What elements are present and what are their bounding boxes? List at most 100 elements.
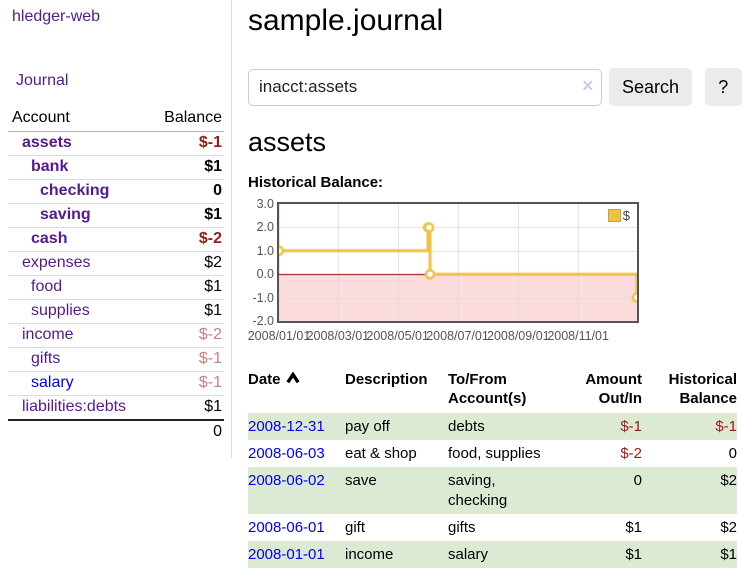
table-row: 2008-01-01 income salary $1 $1 <box>248 541 737 568</box>
transaction-description: eat & shop <box>345 445 417 462</box>
account-heading: assets <box>248 127 327 157</box>
transaction-amount: 0 <box>569 467 642 514</box>
account-row: assets $-1 <box>8 132 224 156</box>
accounts-total-row: 0 <box>8 419 224 444</box>
clear-search-icon[interactable]: × <box>582 75 594 97</box>
x-tick-label: 2008/09/01 <box>487 329 550 343</box>
search-box: × <box>248 68 603 106</box>
account-link-saving[interactable]: saving <box>40 206 91 223</box>
column-header-date[interactable]: Date <box>248 368 345 413</box>
transactions-table: Date Description To/From Account(s) Amou… <box>248 368 737 568</box>
account-row: salary $-1 <box>8 371 224 396</box>
transaction-accounts: food, supplies <box>448 445 541 462</box>
transaction-balance: 0 <box>728 445 737 462</box>
transaction-date-link[interactable]: 2008-06-01 <box>248 519 325 536</box>
account-balance: $-1 <box>198 134 222 151</box>
transactions-header-row: Date Description To/From Account(s) Amou… <box>248 368 737 413</box>
x-tick-label: 2008/03/01 <box>306 329 370 343</box>
transaction-amount: $1 <box>569 541 642 568</box>
accounts-header-account: Account <box>8 107 149 132</box>
transaction-amount: $1 <box>625 519 642 536</box>
account-balance: $-2 <box>148 227 224 252</box>
transaction-balance: $1 <box>642 541 737 568</box>
y-tick-label: 3.0 <box>256 197 274 211</box>
column-header-tofrom-accounts: To/From Account(s) <box>448 371 527 407</box>
transaction-accounts: debts <box>448 413 569 440</box>
sidebar: hledger-web Journal Account Balance asse… <box>0 0 232 458</box>
account-row: liabilities:debts $1 <box>8 395 224 420</box>
table-row: 2008-06-01 gift gifts $1 $2 <box>248 514 737 541</box>
accounts-header-row: Account Balance <box>8 107 224 132</box>
transaction-balance: $2 <box>720 519 737 536</box>
search-button[interactable]: Search <box>609 68 692 106</box>
account-link-checking[interactable]: checking <box>40 182 110 199</box>
chart-canvas <box>279 204 637 321</box>
legend-swatch-icon <box>607 209 621 222</box>
account-row: saving $1 <box>8 203 224 228</box>
transaction-balance: $2 <box>642 467 737 514</box>
account-link-food[interactable]: food <box>31 278 63 295</box>
app-brand-link[interactable]: hledger-web <box>12 8 101 25</box>
column-header-historical-balance: Historical Balance <box>668 371 737 407</box>
account-row: checking 0 <box>8 179 224 204</box>
account-balance: $-2 <box>148 323 224 348</box>
account-balance: $1 <box>148 203 224 228</box>
x-tick-label: 2008/05/01 <box>366 329 429 343</box>
account-balance: $-1 <box>148 347 224 372</box>
accounts-total-value: 0 <box>148 419 224 444</box>
accounts-table: Account Balance assets $-1 bank $1 check… <box>8 107 224 444</box>
account-link-expenses[interactable]: expenses <box>22 254 91 271</box>
account-link-supplies[interactable]: supplies <box>31 302 90 319</box>
account-link-gifts[interactable]: gifts <box>31 350 61 367</box>
column-header-description: Description <box>345 371 428 388</box>
transaction-balance: $-1 <box>642 413 737 440</box>
transaction-date-link[interactable]: 2008-01-01 <box>248 546 325 563</box>
account-balance: $1 <box>148 395 224 420</box>
account-balance: $2 <box>148 251 224 276</box>
account-link-bank[interactable]: bank <box>31 158 69 175</box>
transaction-date-link[interactable]: 2008-06-03 <box>248 445 325 462</box>
table-row: 2008-06-03 eat & shop food, supplies $-2… <box>248 440 737 467</box>
transaction-date-link[interactable]: 2008-06-02 <box>248 472 325 489</box>
account-row: supplies $1 <box>8 299 224 324</box>
page-title: sample.journal <box>248 4 444 37</box>
transaction-description: save <box>345 467 448 514</box>
transaction-accounts: salary <box>448 541 569 568</box>
y-tick-label: 1.0 <box>256 243 274 258</box>
column-header-amount: Amount Out/In <box>585 371 642 407</box>
account-balance: $1 <box>148 275 224 300</box>
table-row: 2008-06-02 save saving, checking 0 $2 <box>248 467 737 514</box>
y-tick-label: 2.0 <box>256 220 274 235</box>
transaction-date-link[interactable]: 2008-12-31 <box>248 418 325 435</box>
accounts-header-balance: Balance <box>148 107 224 132</box>
account-row: food $1 <box>8 275 224 300</box>
transaction-accounts: gifts <box>448 519 476 536</box>
account-balance: 0 <box>148 179 224 204</box>
account-balance: $1 <box>148 155 224 180</box>
table-row: 2008-12-31 pay off debts $-1 $-1 <box>248 413 737 440</box>
transaction-accounts: saving, checking <box>448 467 569 514</box>
account-row: cash $-2 <box>8 227 224 252</box>
account-link-assets[interactable]: assets <box>22 134 72 151</box>
chart-plot-area: $ <box>277 202 639 323</box>
main-content: sample.journal × Search ? assets Histori… <box>232 0 742 568</box>
search-form: × Search ? <box>248 68 742 106</box>
account-balance: $-1 <box>148 371 224 396</box>
account-row: gifts $-1 <box>8 347 224 372</box>
sidebar-item-journal[interactable]: Journal <box>16 72 69 89</box>
help-button[interactable]: ? <box>704 68 742 106</box>
x-tick-label: 2008/01/01 <box>247 329 311 343</box>
search-input[interactable] <box>248 68 603 106</box>
account-row: bank $1 <box>8 155 224 180</box>
transaction-description: gift <box>345 519 366 536</box>
account-link-liabilities-debts[interactable]: liabilities:debts <box>22 398 127 415</box>
account-link-income[interactable]: income <box>22 326 74 343</box>
account-link-salary[interactable]: salary <box>31 374 74 391</box>
x-tick-label: 2008/07/01 <box>426 329 489 343</box>
account-row: income $-2 <box>8 323 224 348</box>
sort-ascending-icon <box>285 370 300 389</box>
y-tick-label: -1.0 <box>252 290 274 305</box>
account-link-cash[interactable]: cash <box>31 230 68 247</box>
y-tick-label: -2.0 <box>252 314 274 328</box>
